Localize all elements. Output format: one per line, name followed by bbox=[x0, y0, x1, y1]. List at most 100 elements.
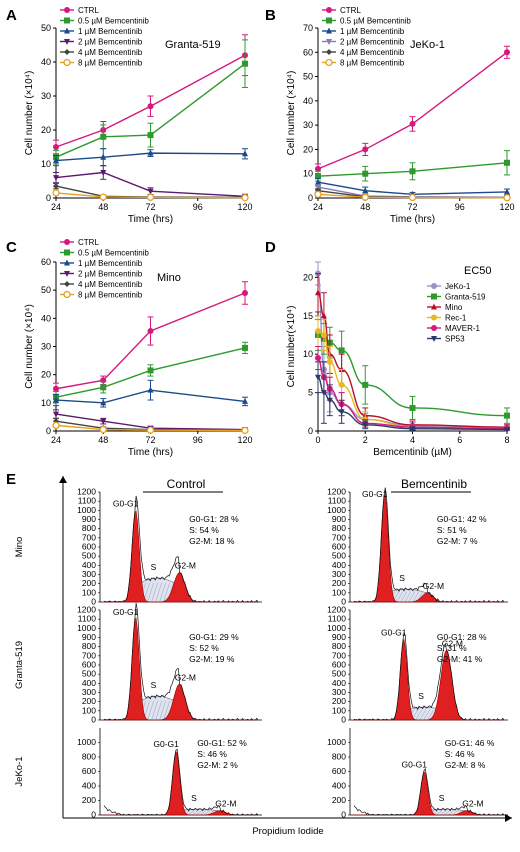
stat-line: G0-G1: 29 % bbox=[189, 632, 239, 642]
x-tick-label: 120 bbox=[499, 202, 514, 212]
label-s: S bbox=[439, 793, 445, 803]
x-tick-label: 120 bbox=[237, 435, 252, 445]
hist-y-tick-label: 700 bbox=[332, 650, 346, 660]
hist-y-tick-label: 200 bbox=[82, 696, 96, 706]
data-point bbox=[52, 189, 60, 197]
hist-y-tick-label: 1100 bbox=[78, 496, 97, 506]
series-line-1-m-bemcentinib bbox=[55, 152, 246, 162]
y-tick-label: 30 bbox=[41, 342, 51, 352]
legend-marker bbox=[326, 27, 332, 34]
phase-s-hatch bbox=[192, 810, 199, 816]
hist-y-tick-label: 1200 bbox=[77, 605, 96, 615]
y-tick-label: 0 bbox=[46, 193, 51, 203]
data-point bbox=[362, 422, 369, 429]
panel-label-c: C bbox=[6, 239, 17, 256]
series-line-ctrl bbox=[55, 54, 246, 148]
data-point bbox=[52, 421, 60, 430]
hist-y-tick-label: 800 bbox=[332, 752, 346, 762]
legend-label-0-5-m-bemcentinib: 0.5 µM Bemcentinib bbox=[78, 249, 149, 258]
hist-y-tick-label: 600 bbox=[332, 766, 346, 776]
series-ctrl bbox=[315, 45, 510, 175]
phase-s-hatch bbox=[427, 709, 434, 721]
hist-y-tick-label: 900 bbox=[332, 514, 346, 524]
hist-y-tick-label: 400 bbox=[82, 678, 96, 688]
data-point bbox=[504, 159, 510, 166]
data-point bbox=[241, 194, 249, 202]
label-g2m: G2-M bbox=[175, 672, 196, 682]
total-dna-trace bbox=[353, 767, 505, 816]
hist-y-tick-label: 0 bbox=[341, 597, 346, 607]
y-axis-title: Cell number(×10⁴) bbox=[286, 306, 297, 388]
legend-label-8-m-bemcentinib: 8 µM Bemcentinib bbox=[340, 59, 405, 68]
data-point bbox=[320, 312, 327, 319]
phase-s-hatch bbox=[200, 810, 207, 816]
y-tick-label: 10 bbox=[41, 159, 51, 169]
y-tick-label: 40 bbox=[41, 313, 51, 323]
hist-y-tick-label: 1100 bbox=[78, 614, 97, 624]
legend-marker bbox=[431, 325, 437, 331]
series-8-m-bemcentinib bbox=[52, 421, 249, 435]
series-line-0-5-m-bemcentinib bbox=[317, 162, 508, 177]
x-tick-label: 48 bbox=[98, 435, 108, 445]
hist-y-tick-label: 200 bbox=[82, 795, 96, 805]
legend-label-rec-1: Rec-1 bbox=[445, 314, 467, 323]
hist-y-tick-label: 1200 bbox=[327, 487, 346, 497]
hist-y-tick-label: 400 bbox=[82, 781, 96, 791]
legend-marker bbox=[64, 39, 70, 45]
legend-marker bbox=[431, 314, 437, 321]
hist-y-tick-label: 1000 bbox=[77, 737, 96, 747]
data-point bbox=[315, 184, 321, 191]
hist-y-tick-label: 400 bbox=[332, 560, 346, 570]
panel-c-chart: 24 48 72 96 120 0 10 20 30 40 50 60 Time (hrs) Cell n… bbox=[24, 238, 253, 458]
panel-e-flow-cytometry: Propidium Iodide Control Bemcentinib Mino Gr… bbox=[14, 476, 512, 837]
x-tick-label: 72 bbox=[145, 435, 155, 445]
hist-y-tick-label: 200 bbox=[332, 578, 346, 588]
hist-y-tick-label: 100 bbox=[332, 587, 346, 597]
legend-label-8-m-bemcentinib: 8 µM Bemcentinib bbox=[78, 59, 143, 68]
hist-y-tick-label: 1000 bbox=[327, 623, 346, 633]
hist-y-tick-label: 500 bbox=[82, 669, 96, 679]
data-point bbox=[315, 178, 321, 185]
data-point bbox=[147, 188, 154, 195]
phase-s-hatch bbox=[204, 810, 211, 816]
x-axis-title: Time (hrs) bbox=[128, 214, 173, 225]
x-tick-label: 96 bbox=[193, 202, 203, 212]
data-point bbox=[147, 386, 154, 393]
data-point bbox=[326, 397, 333, 404]
data-point bbox=[315, 328, 321, 335]
data-point bbox=[53, 144, 59, 150]
hist-y-tick-label: 600 bbox=[82, 542, 96, 552]
series-line-ctrl bbox=[317, 51, 508, 170]
histogram-mino-bemcentinib: 0100200300400500600700800900100011001200… bbox=[327, 487, 508, 607]
row-label-mino: Mino bbox=[14, 537, 25, 558]
phase-g2m-peak bbox=[354, 649, 504, 721]
stat-line: S: 54 % bbox=[189, 525, 219, 535]
phase-s-hatch bbox=[415, 709, 422, 721]
data-point bbox=[409, 426, 416, 433]
y-tick-label: 10 bbox=[303, 169, 313, 179]
hist-y-tick-label: 200 bbox=[82, 578, 96, 588]
data-point bbox=[315, 173, 321, 180]
label-s: S bbox=[151, 562, 157, 572]
data-point bbox=[315, 165, 321, 172]
data-point bbox=[320, 331, 327, 338]
label-g2m: G2-M bbox=[175, 561, 196, 571]
data-point bbox=[242, 397, 248, 404]
y-tick-label: 30 bbox=[303, 120, 313, 130]
data-point bbox=[242, 60, 248, 67]
y-tick-label: 5 bbox=[308, 388, 313, 398]
data-point bbox=[504, 188, 510, 195]
stat-line: G2-M: 2 % bbox=[197, 760, 238, 770]
hist-y-tick-label: 1000 bbox=[77, 623, 96, 633]
chart-annotation: Mino bbox=[157, 272, 181, 284]
phase-s-hatch bbox=[151, 700, 158, 721]
legend-label-sp53: SP53 bbox=[445, 335, 465, 344]
histogram-mino-control: 0100200300400500600700800900100011001200… bbox=[77, 487, 262, 607]
data-point bbox=[409, 120, 416, 127]
legend-label-0-5-m-bemcentinib: 0.5 µM Bemcentinib bbox=[78, 17, 149, 26]
data-point bbox=[338, 347, 345, 354]
hist-y-tick-label: 0 bbox=[91, 715, 96, 725]
phase-s-hatch bbox=[404, 591, 411, 603]
hist-y-tick-label: 300 bbox=[332, 569, 346, 579]
series-line-0-5-m-bemcentinib bbox=[55, 347, 246, 398]
